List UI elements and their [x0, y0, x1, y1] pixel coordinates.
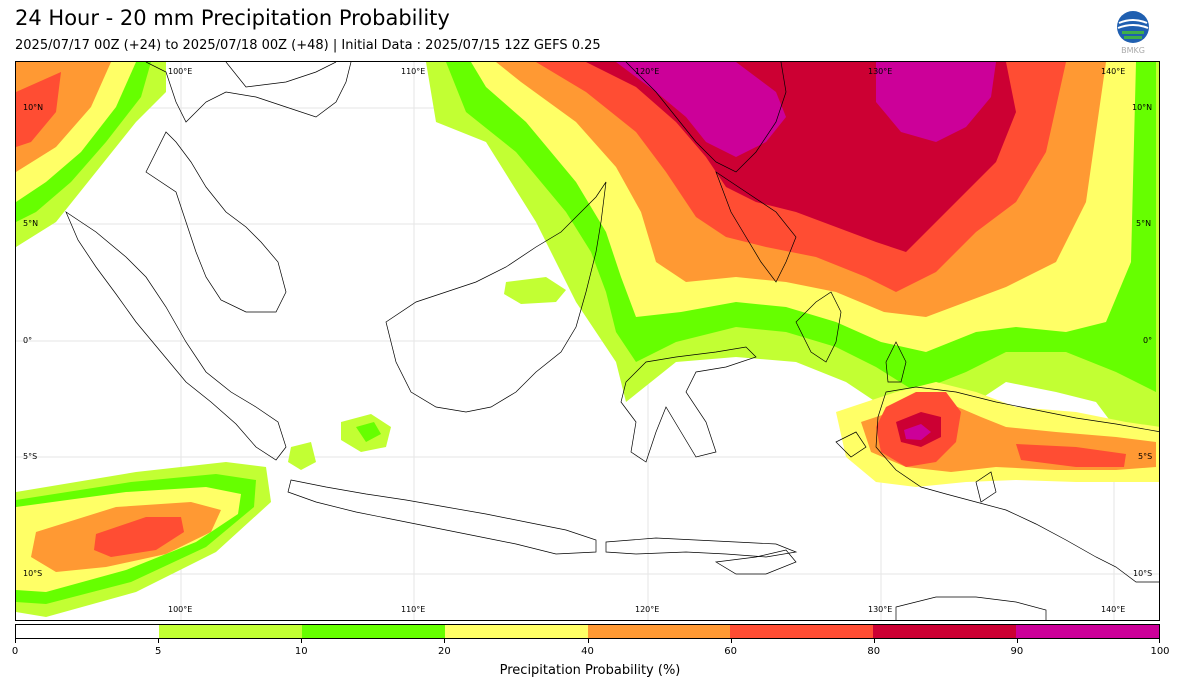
lon-label-bottom: 130°E [868, 605, 893, 614]
colorbar-tick [158, 639, 160, 643]
chart-subtitle: 2025/07/17 00Z (+24) to 2025/07/18 00Z (… [15, 38, 601, 53]
colorbar-segment [158, 625, 302, 638]
precip-field-east [426, 62, 1159, 442]
colorbar-tick [15, 639, 16, 643]
chart-title: 24 Hour - 20 mm Precipitation Probabilit… [15, 6, 450, 30]
lat-label-left: 10°S [23, 569, 43, 578]
lon-label-top: 110°E [401, 67, 426, 76]
colorbar-segment [16, 625, 159, 638]
colorbar-tick-label: 10 [294, 646, 308, 657]
colorbar-tick [444, 639, 446, 643]
colorbar-segment [730, 625, 874, 638]
precipitation-map: 100°E 110°E 120°E 130°E 140°E 100°E 110°… [15, 61, 1160, 621]
colorbar-tick-label: 20 [438, 646, 451, 657]
map-canvas [16, 62, 1159, 620]
colorbar-segment [873, 625, 1017, 638]
lon-label-top: 100°E [168, 67, 193, 76]
lat-label-right: 5°N [1136, 219, 1152, 228]
lon-label-top: 140°E [1101, 67, 1126, 76]
coastlines [65, 62, 1159, 620]
lon-label-bottom: 100°E [168, 605, 193, 614]
colorbar-tick [587, 639, 589, 643]
lat-label-left: 10°N [23, 103, 44, 112]
colorbar-tick-label: 100 [1150, 646, 1170, 657]
colorbar-label: Precipitation Probability (%) [499, 663, 681, 678]
colorbar-tick [1016, 639, 1018, 643]
bmkg-logo: BMKG [1114, 10, 1152, 56]
colorbar-segment [587, 625, 731, 638]
lat-label-left: 5°S [23, 452, 38, 461]
precip-field-nw [16, 62, 166, 247]
colorbar-segment [444, 625, 588, 638]
colorbar-segment [301, 625, 445, 638]
lat-label-right: 10°N [1132, 103, 1153, 112]
lon-label-top: 120°E [635, 67, 660, 76]
lat-label-right: 10°S [1133, 569, 1153, 578]
lon-label-top: 130°E [868, 67, 893, 76]
lat-label-left: 5°N [23, 219, 39, 228]
precip-field-java-sea [288, 277, 566, 470]
colorbar-segment [1016, 625, 1159, 638]
lat-label-right: 5°S [1138, 452, 1153, 461]
colorbar-tick-label: 90 [1010, 646, 1024, 657]
colorbar-tick [730, 639, 732, 643]
precip-field-new-guinea [836, 382, 1159, 487]
colorbar-tick-label: 0 [11, 646, 19, 657]
logo-text: BMKG [1121, 46, 1145, 55]
colorbar-tick [301, 639, 303, 643]
colorbar-tick-label: 60 [724, 646, 737, 657]
lon-label-bottom: 120°E [635, 605, 660, 614]
lat-label-right: 0° [1143, 336, 1153, 345]
colorbar-tick [873, 639, 875, 643]
colorbar [15, 624, 1160, 639]
colorbar-tick-label: 5 [154, 646, 162, 657]
lon-label-bottom: 140°E [1101, 605, 1126, 614]
colorbar-tick-label: 80 [867, 646, 881, 657]
colorbar-tick [1159, 639, 1160, 643]
colorbar-tick-label: 40 [581, 646, 594, 657]
lat-label-left: 0° [23, 336, 33, 345]
precip-field-sw [16, 462, 271, 617]
lon-label-bottom: 110°E [401, 605, 426, 614]
